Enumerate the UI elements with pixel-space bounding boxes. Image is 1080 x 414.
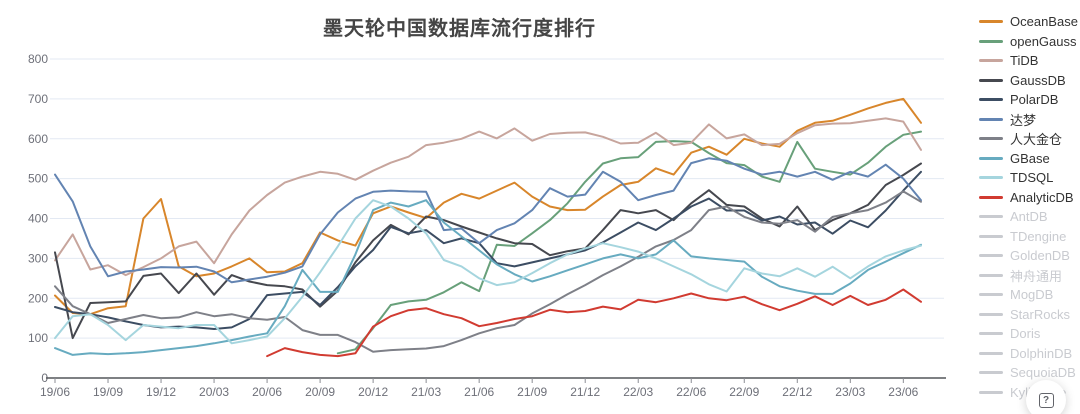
x-axis-label: 20/03 bbox=[199, 385, 229, 399]
y-axis-label: 0 bbox=[41, 371, 48, 385]
legend-item-TDengine[interactable]: TDengine bbox=[979, 227, 1080, 247]
y-axis-label: 200 bbox=[28, 291, 48, 305]
legend-line-icon bbox=[979, 195, 1003, 199]
legend: OceanBase openGauss TiDB GaussDB PolarDB 达梦人大… bbox=[979, 12, 1080, 402]
legend-line-icon bbox=[979, 215, 1003, 219]
y-axis-label: 100 bbox=[28, 331, 48, 345]
legend-item-AnalyticDB[interactable]: AnalyticDB bbox=[979, 188, 1080, 208]
legend-item-TDSQL[interactable]: TDSQL bbox=[979, 168, 1080, 188]
series-line-TDSQL bbox=[54, 199, 922, 345]
legend-item-OceanBase[interactable]: OceanBase bbox=[979, 12, 1080, 32]
legend-line-icon bbox=[979, 293, 1003, 297]
x-axis-label: 22/06 bbox=[676, 385, 706, 399]
legend-label: TiDB bbox=[1010, 53, 1039, 69]
line-chart-plot[interactable]: 0 100 200 300 400 500 600 700 800 19/06 19/09 19/12… bbox=[0, 0, 960, 414]
legend-label: AnalyticDB bbox=[1010, 189, 1074, 205]
x-axis-label: 23/03 bbox=[835, 385, 865, 399]
x-axis-label: 21/12 bbox=[570, 385, 600, 399]
series-line-GaussDB bbox=[54, 162, 922, 340]
legend-item-GaussDB[interactable]: GaussDB bbox=[979, 71, 1080, 91]
legend-line-icon bbox=[979, 39, 1003, 43]
x-axis-label: 20/09 bbox=[305, 385, 335, 399]
legend-line-icon bbox=[979, 273, 1003, 277]
x-axis-label: 20/12 bbox=[358, 385, 388, 399]
legend-item-GoldenDB[interactable]: GoldenDB bbox=[979, 246, 1080, 266]
x-axis-label: 19/09 bbox=[93, 385, 123, 399]
legend-label: 达梦 bbox=[1010, 112, 1037, 128]
x-axis-label: 21/03 bbox=[411, 385, 441, 399]
legend-line-icon bbox=[979, 371, 1003, 375]
y-axis-label: 600 bbox=[28, 132, 48, 146]
legend-label: OceanBase bbox=[1010, 14, 1078, 30]
series-line-人大金仓 bbox=[54, 190, 922, 353]
y-axis-label: 400 bbox=[28, 212, 48, 226]
x-axis-label: 19/12 bbox=[146, 385, 176, 399]
legend-item-GBase[interactable]: GBase bbox=[979, 149, 1080, 169]
legend-item-神舟通用[interactable]: 神舟通用 bbox=[979, 266, 1080, 286]
x-axis-label: 21/09 bbox=[517, 385, 547, 399]
series-line-PolarDB bbox=[54, 170, 922, 330]
series-line-达梦 bbox=[54, 157, 922, 284]
series-line-AnalyticDB bbox=[266, 288, 922, 358]
legend-label: TDSQL bbox=[1010, 170, 1054, 186]
legend-label: GaussDB bbox=[1010, 72, 1066, 88]
legend-item-DolphinDB[interactable]: DolphinDB bbox=[979, 344, 1080, 364]
legend-label: TDengine bbox=[1010, 228, 1067, 244]
series-line-openGauss bbox=[336, 130, 922, 355]
legend-label: 人大金仓 bbox=[1010, 132, 1063, 148]
y-axis-label: 700 bbox=[28, 92, 48, 106]
legend-label: MogDB bbox=[1010, 287, 1054, 303]
legend-item-达梦[interactable]: 达梦 bbox=[979, 110, 1080, 130]
legend-line-icon bbox=[979, 254, 1003, 258]
x-axis-label: 20/06 bbox=[252, 385, 282, 399]
x-axis-label: 22/09 bbox=[729, 385, 759, 399]
legend-label: GoldenDB bbox=[1010, 248, 1070, 264]
legend-line-icon bbox=[979, 312, 1003, 316]
legend-line-icon bbox=[979, 137, 1003, 141]
legend-item-TiDB[interactable]: TiDB bbox=[979, 51, 1080, 71]
legend-label: SequoiaDB bbox=[1010, 365, 1076, 381]
legend-label: GBase bbox=[1010, 150, 1050, 166]
legend-item-StarRocks[interactable]: StarRocks bbox=[979, 305, 1080, 325]
legend-label: 神舟通用 bbox=[1010, 268, 1063, 284]
legend-label: DolphinDB bbox=[1010, 345, 1073, 361]
chart-title: 墨天轮中国数据库流行度排行 bbox=[323, 18, 596, 40]
x-axis-label: 22/03 bbox=[623, 385, 653, 399]
x-axis-label: 23/06 bbox=[888, 385, 918, 399]
legend-line-icon bbox=[979, 78, 1003, 82]
y-axis-label: 500 bbox=[28, 172, 48, 186]
boxed-question-icon: ? bbox=[1038, 392, 1054, 408]
series-line-TiDB bbox=[54, 117, 922, 277]
legend-line-icon bbox=[979, 98, 1003, 102]
x-axis-label: 19/06 bbox=[40, 385, 70, 399]
legend-line-icon bbox=[979, 332, 1003, 336]
legend-line-icon bbox=[979, 176, 1003, 180]
legend-line-icon bbox=[979, 59, 1003, 63]
legend-line-icon bbox=[979, 20, 1003, 24]
legend-line-icon bbox=[979, 390, 1003, 394]
help-button[interactable]: ? bbox=[1026, 380, 1066, 414]
legend-item-Doris[interactable]: Doris bbox=[979, 324, 1080, 344]
legend-line-icon bbox=[979, 156, 1003, 160]
legend-item-人大金仓[interactable]: 人大金仓 bbox=[979, 129, 1080, 149]
x-axis-label: 21/06 bbox=[464, 385, 494, 399]
legend-line-icon bbox=[979, 234, 1003, 238]
legend-label: StarRocks bbox=[1010, 306, 1070, 322]
y-axis-label: 800 bbox=[28, 52, 48, 66]
legend-label: AntDB bbox=[1010, 209, 1048, 225]
series-line-GBase bbox=[54, 199, 922, 356]
x-axis-label: 22/12 bbox=[782, 385, 812, 399]
legend-label: openGauss bbox=[1010, 33, 1077, 49]
legend-item-SequoiaDB[interactable]: SequoiaDB bbox=[979, 363, 1080, 383]
legend-item-PolarDB[interactable]: PolarDB bbox=[979, 90, 1080, 110]
legend-label: PolarDB bbox=[1010, 92, 1059, 108]
legend-line-icon bbox=[979, 117, 1003, 121]
legend-label: Doris bbox=[1010, 326, 1041, 342]
legend-item-MogDB[interactable]: MogDB bbox=[979, 285, 1080, 305]
legend-line-icon bbox=[979, 351, 1003, 355]
y-axis-label: 300 bbox=[28, 251, 48, 265]
legend-item-openGauss[interactable]: openGauss bbox=[979, 32, 1080, 52]
legend-item-AntDB[interactable]: AntDB bbox=[979, 207, 1080, 227]
